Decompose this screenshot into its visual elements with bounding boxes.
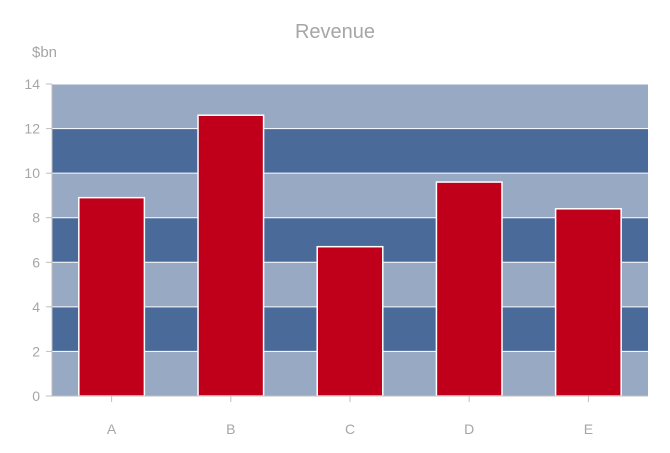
- plot-background-bands: [52, 84, 648, 396]
- x-tick-label: D: [464, 421, 474, 437]
- x-tick-label: E: [584, 421, 593, 437]
- y-tick-label: 10: [24, 165, 40, 181]
- y-tick-label: 14: [24, 76, 40, 92]
- y-axis-unit-label: $bn: [32, 44, 57, 61]
- bar-D: [435, 181, 503, 397]
- bar-C: [316, 245, 384, 397]
- bar-B: [197, 114, 265, 397]
- y-tick-label: 6: [32, 254, 40, 270]
- y-tick-label: 12: [24, 121, 40, 137]
- y-axis-ticks: 0 2 4 6 8 10 12 14: [24, 76, 52, 404]
- bar-series: [78, 114, 622, 397]
- y-tick-label: 8: [32, 210, 40, 226]
- plot-band: [52, 128, 648, 174]
- bar-E: [554, 208, 622, 397]
- y-tick-label: 2: [32, 343, 40, 359]
- chart-title: Revenue: [295, 21, 375, 43]
- x-tick-label: B: [226, 421, 235, 437]
- x-tick-label: A: [107, 421, 117, 437]
- x-tick-label: C: [345, 421, 355, 437]
- y-tick-label: 0: [32, 388, 40, 404]
- x-axis-ticks: A B C D E: [107, 396, 593, 437]
- plot-band: [52, 173, 648, 218]
- bar-A: [78, 196, 146, 397]
- plot-band: [52, 84, 648, 129]
- y-tick-label: 4: [32, 299, 40, 315]
